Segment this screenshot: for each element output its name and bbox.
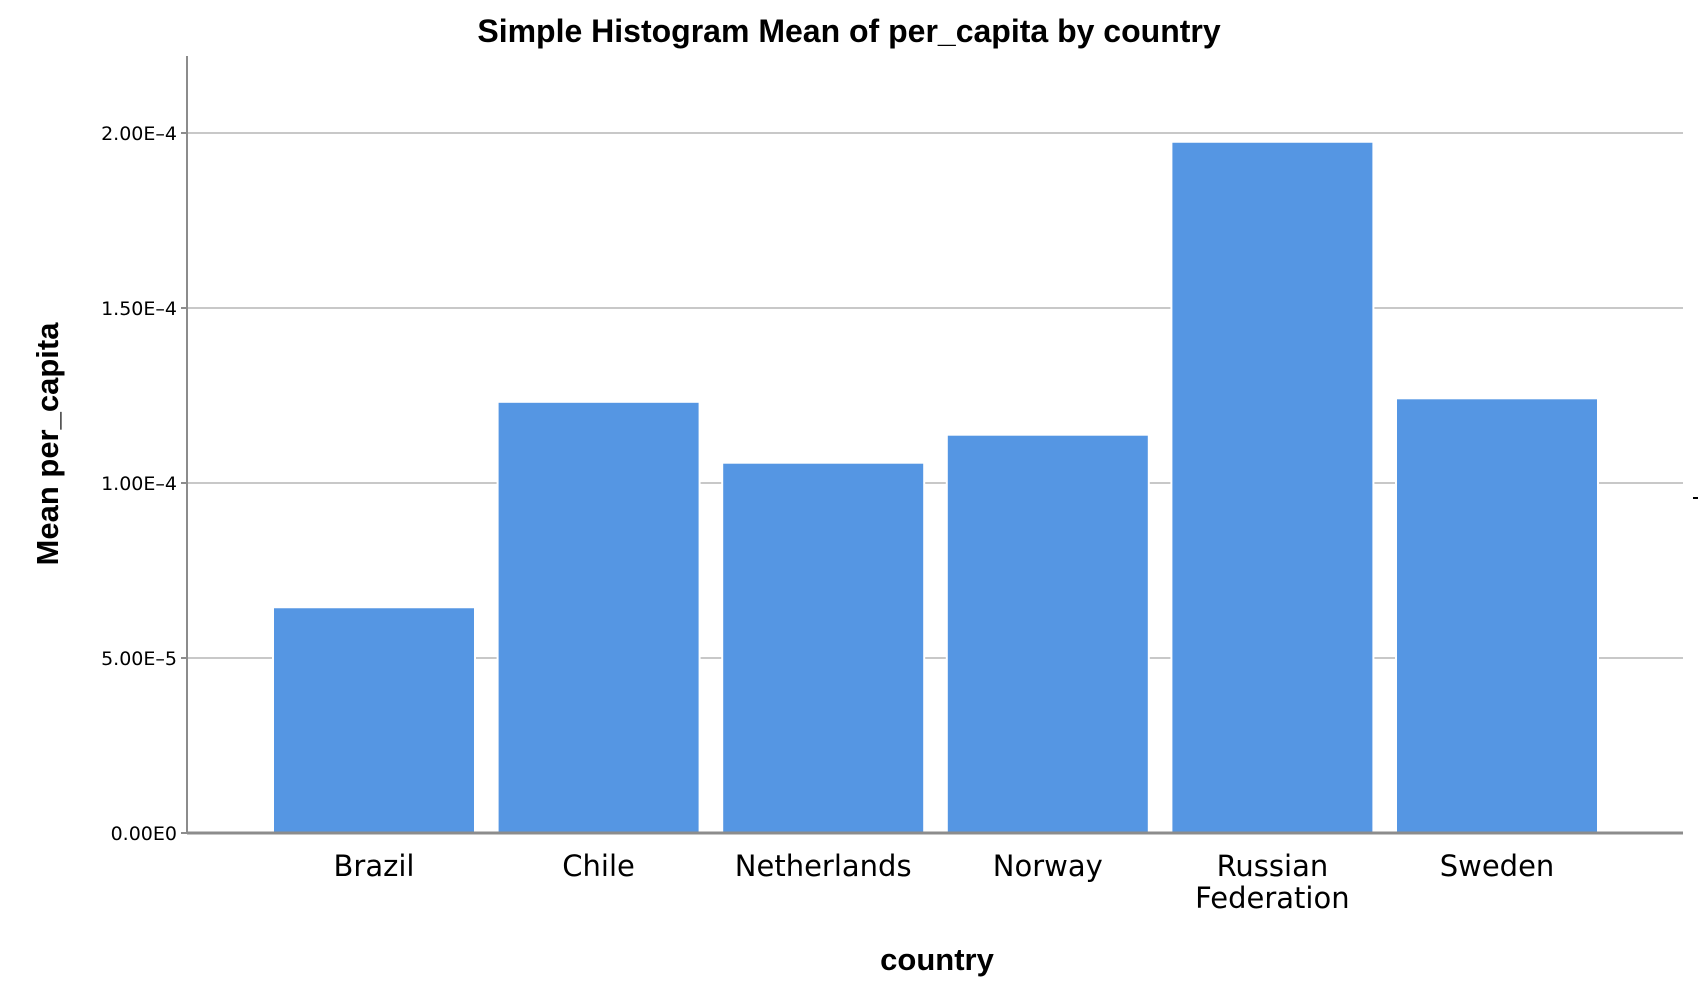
x-tick-label: Netherlands [735, 849, 912, 883]
y-tick-label: 1.50E–4 [101, 298, 177, 320]
edge-tick-mark [1693, 497, 1698, 499]
y-tick-labels: 0.00E0 5.00E–5 1.00E–4 1.50E–4 2.00E–4 [101, 123, 177, 845]
y-tick-label: 0.00E0 [111, 823, 177, 845]
bar [721, 461, 926, 834]
bar [1395, 397, 1599, 834]
bars [272, 140, 1599, 834]
x-tick-label: Russian Federation [1195, 849, 1349, 915]
x-tick-label: Chile [562, 849, 635, 883]
x-tick-label: Norway [993, 849, 1103, 883]
x-tick-label: Sweden [1440, 849, 1555, 883]
y-tick-label: 5.00E–5 [101, 648, 177, 670]
x-tick-labels: Brazil Chile Netherlands Norway Russian Feder… [334, 849, 1555, 915]
bar [945, 433, 1150, 834]
x-axis-title: country [880, 942, 994, 977]
bar [272, 606, 476, 834]
y-tick-label: 2.00E–4 [101, 123, 177, 145]
x-tick-label: Brazil [334, 849, 415, 883]
bar [1170, 140, 1375, 834]
y-axis-title: Mean per_capita [30, 322, 65, 566]
chart-title: Simple Histogram Mean of per_capita by c… [477, 13, 1220, 49]
bar [496, 400, 701, 834]
axes [186, 56, 1683, 835]
y-tick-label: 1.00E–4 [101, 473, 177, 495]
